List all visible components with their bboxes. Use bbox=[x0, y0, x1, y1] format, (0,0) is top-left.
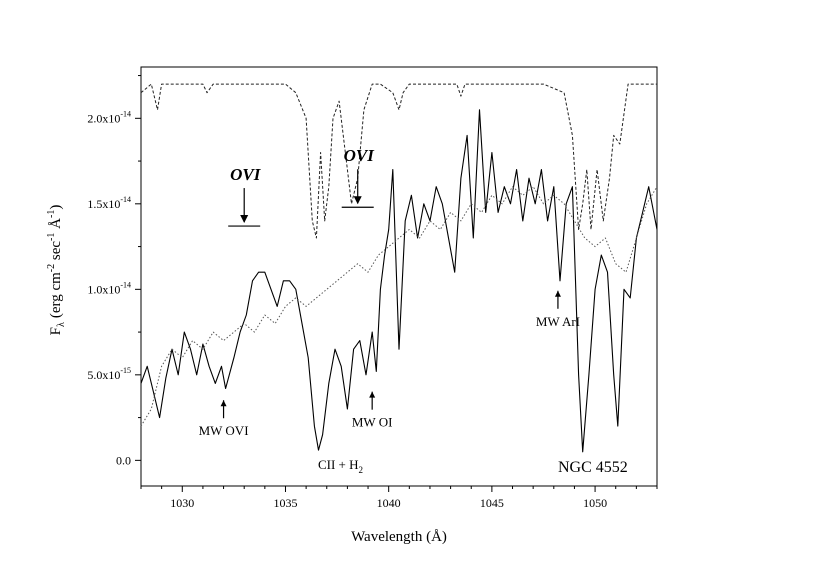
y-title-exp1: -2 bbox=[46, 264, 57, 272]
ion-arrowhead bbox=[240, 215, 249, 224]
y-title-exp3: -1 bbox=[46, 210, 57, 218]
object-label: NGC 4552 bbox=[558, 459, 628, 476]
y-tick-mantissa: 0.0 bbox=[116, 453, 131, 467]
x-axis-ticks: 1030 1035 1040 1045 1050 bbox=[140, 486, 658, 510]
plot-frame bbox=[140, 66, 658, 487]
series-solid-line bbox=[140, 109, 658, 453]
ion-arrowhead bbox=[353, 196, 362, 205]
y-tick-exponent: -14 bbox=[120, 195, 131, 204]
annotation-mw-ovi: MW OVI bbox=[199, 423, 249, 438]
series-layer bbox=[140, 83, 658, 453]
y-tick-label: 0.0 bbox=[116, 453, 131, 467]
y-title-mid: sec bbox=[48, 241, 64, 264]
annotation-arrowhead bbox=[220, 400, 227, 407]
y-tick-label: 1.0x10-14 bbox=[87, 280, 131, 296]
y-title-f: F bbox=[48, 327, 64, 335]
y-axis-title: Fλ(erg cm-2 sec-1 Å-1) bbox=[46, 205, 67, 336]
series-dashed-line bbox=[140, 83, 657, 239]
y-title-aa: Å bbox=[48, 218, 64, 233]
annotation-arrowhead bbox=[554, 290, 561, 297]
y-tick-exponent: -14 bbox=[120, 109, 131, 118]
y-axis-ticks: 0.05.0x10-151.0x10-141.5x10-142.0x10-14 bbox=[87, 75, 141, 467]
x-tick-label: 1045 bbox=[480, 496, 504, 510]
y-tick-mantissa: 2.0x10 bbox=[87, 111, 120, 125]
y-tick-mantissa: 5.0x10 bbox=[87, 368, 120, 382]
y-title-close: ) bbox=[48, 205, 64, 210]
y-tick-label: 1.5x10-14 bbox=[87, 195, 131, 211]
ion-label-ovi-left: OVI bbox=[230, 165, 262, 184]
annotation-mw-ari: MW ArI bbox=[536, 314, 580, 329]
y-tick-exponent: -14 bbox=[120, 280, 131, 289]
y-title-units: (erg cm bbox=[48, 272, 64, 318]
x-axis-title: Wavelength (Å) bbox=[351, 529, 447, 545]
ion-label-ovi-right: OVI bbox=[344, 146, 376, 165]
y-tick-mantissa: 1.0x10 bbox=[87, 282, 120, 296]
y-title-sub: λ bbox=[56, 322, 67, 327]
x-tick-label: 1040 bbox=[377, 496, 401, 510]
y-tick-label: 5.0x10-15 bbox=[87, 366, 131, 382]
annotation-mw-oi: MW OI bbox=[352, 415, 393, 430]
y-tick-exponent: -15 bbox=[120, 366, 131, 375]
series-dotted-line bbox=[140, 186, 658, 427]
x-tick-label: 1050 bbox=[583, 496, 607, 510]
y-title-exp2: -1 bbox=[46, 233, 57, 241]
x-tick-label: 1030 bbox=[170, 496, 194, 510]
x-tick-label: 1035 bbox=[273, 496, 297, 510]
annotation-cii-h2: CII + H2 bbox=[318, 457, 363, 475]
annotation-layer: MW OVI CII + H2 MW OI MW ArI OVI OVI bbox=[199, 146, 580, 475]
y-tick-mantissa: 1.5x10 bbox=[87, 197, 120, 211]
y-tick-label: 2.0x10-14 bbox=[87, 109, 131, 125]
annotation-arrowhead bbox=[369, 391, 376, 398]
